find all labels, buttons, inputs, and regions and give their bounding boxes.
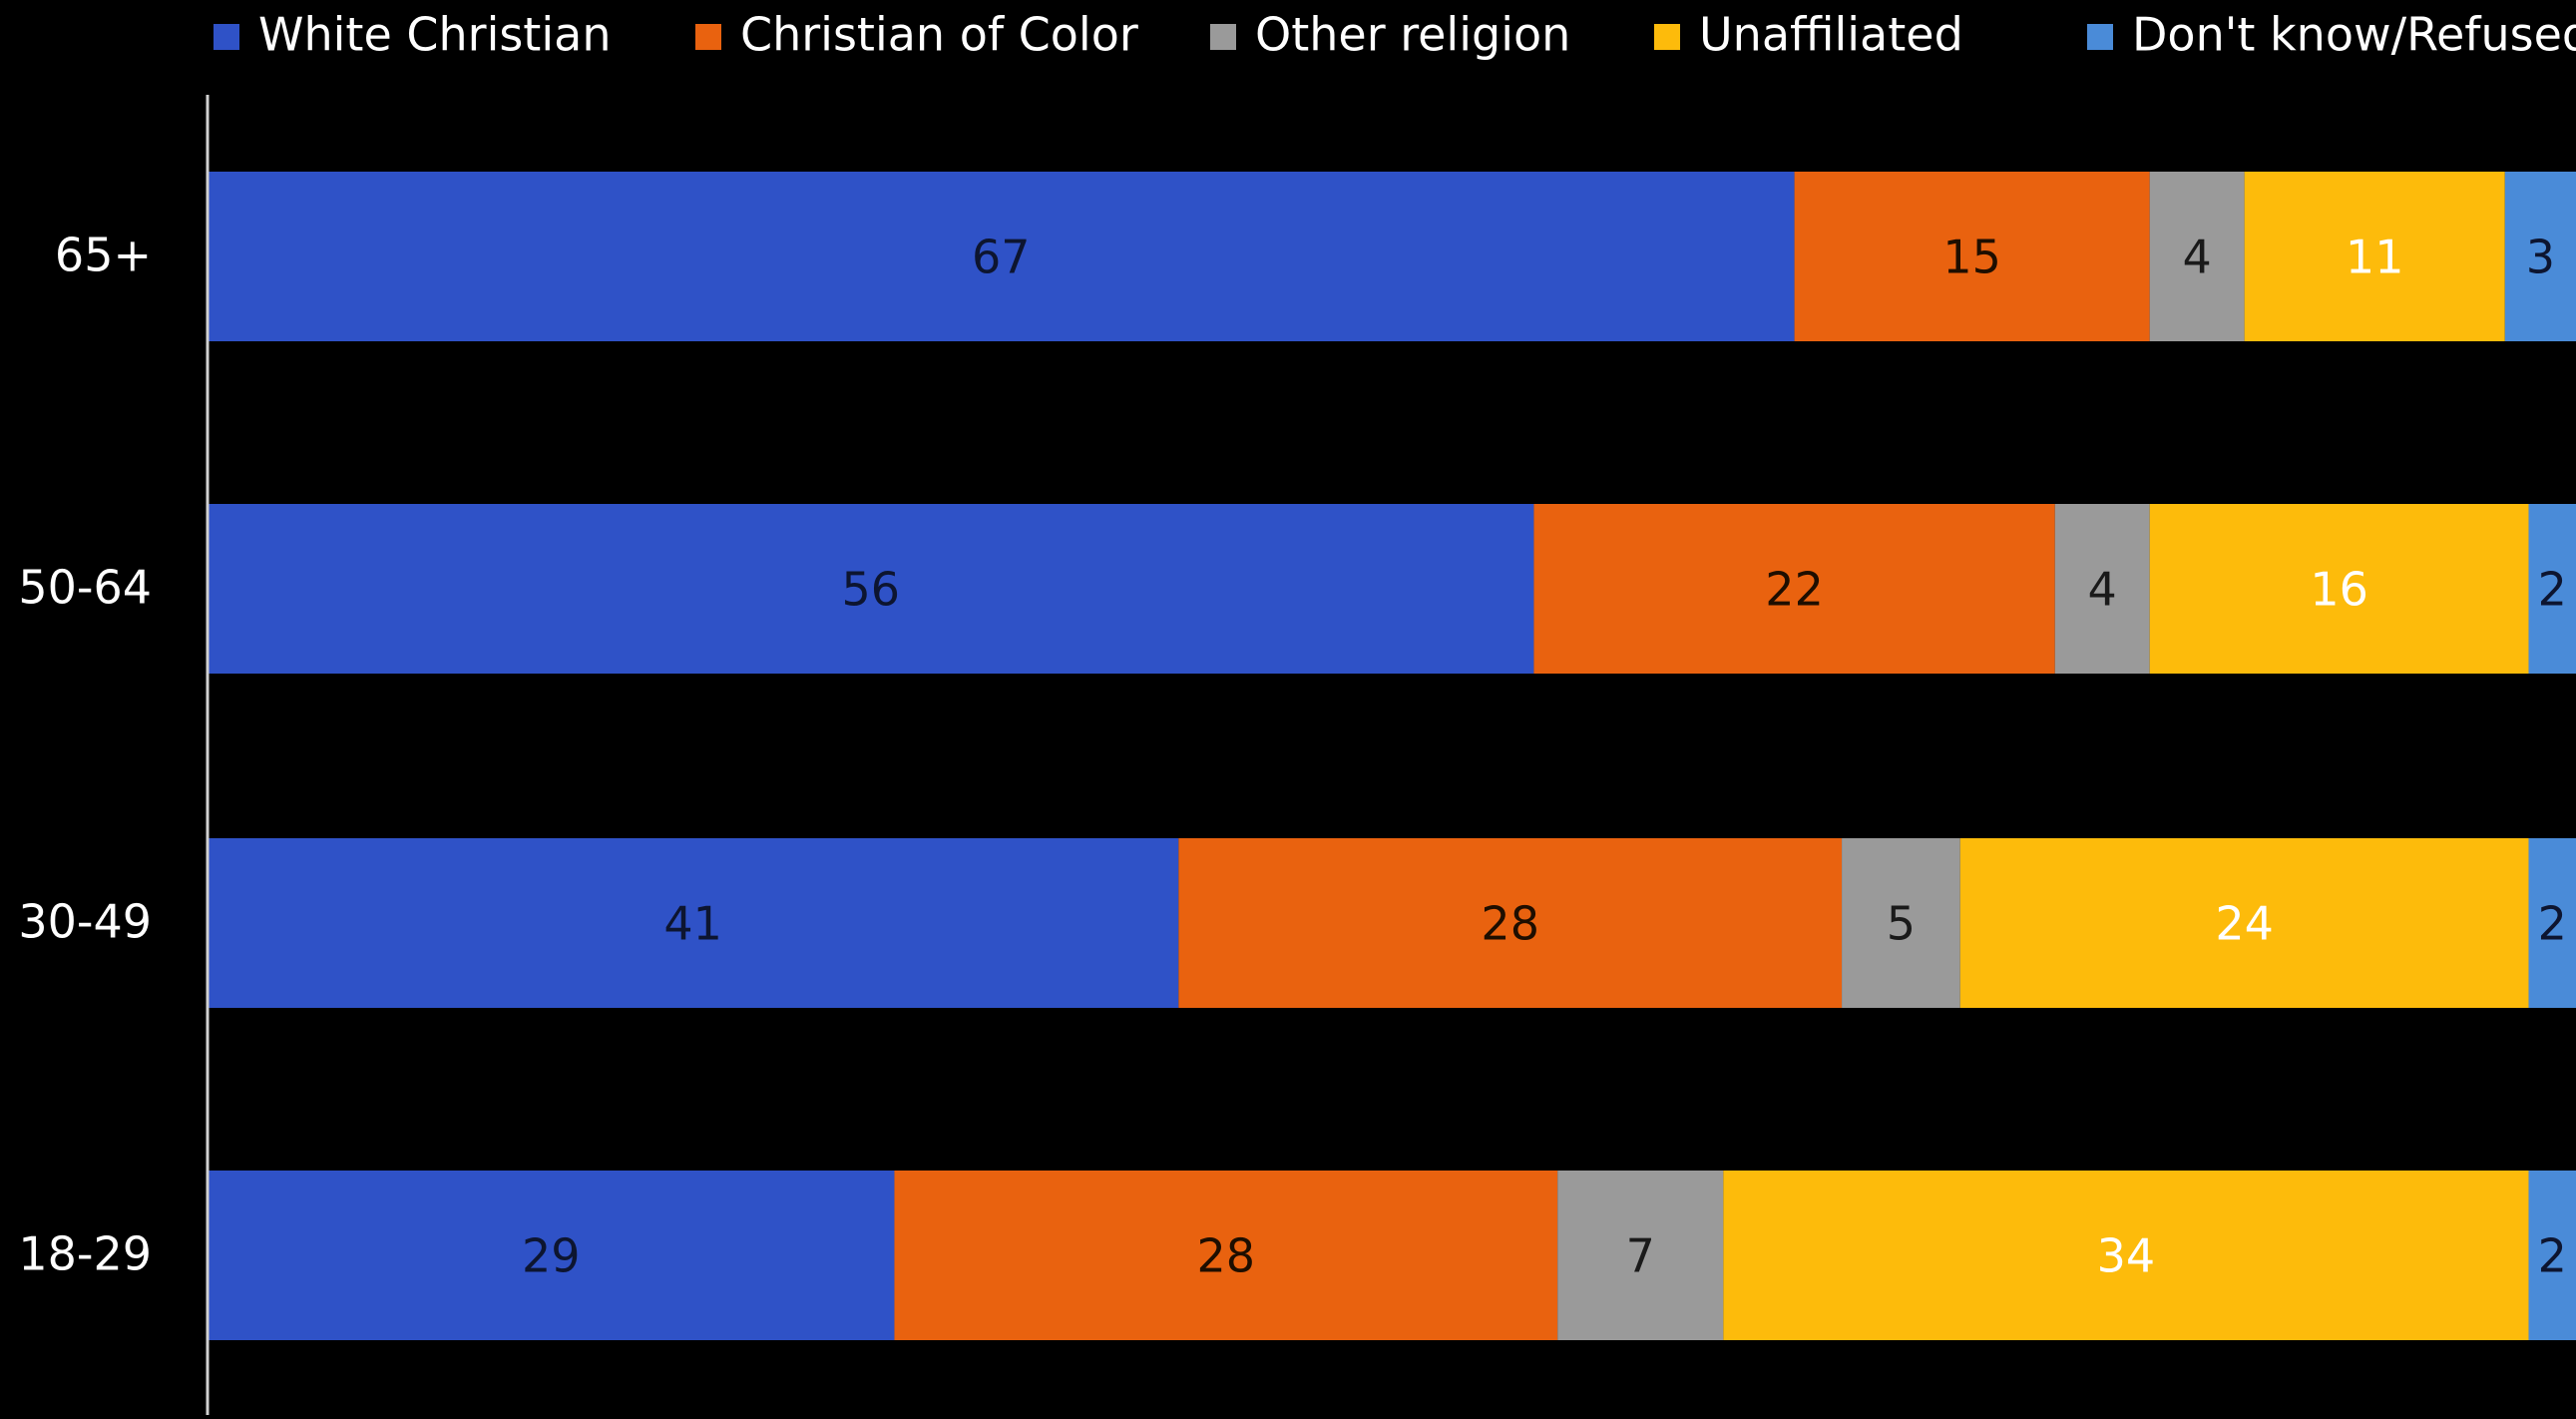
bar-segment-christian-of-color	[894, 1171, 1558, 1340]
bar-row-18-29: 29 28 7 34 2	[208, 1171, 2576, 1340]
data-label: 2	[2538, 563, 2567, 617]
bar-segment-white-christian	[208, 504, 1534, 674]
bar-segment-don-t-know-refused	[2528, 504, 2576, 674]
data-label: 41	[663, 897, 722, 951]
plot-area: 67 15 4 11 3 56 22 4 16 2 41 28 5 24 2 29 28 7 34 2	[208, 172, 2576, 1340]
legend-swatch-don-t-know-refused	[2087, 24, 2113, 50]
bar-segment-white-christian	[208, 1171, 895, 1340]
legend-label-unaffiliated: Unaffiliated	[1699, 8, 1963, 62]
legend-swatch-white-christian	[214, 24, 239, 50]
data-label: 56	[841, 563, 900, 617]
bar-segment-unaffiliated	[1959, 838, 2529, 1008]
y-axis: 65+ 50-64 30-49 18-29	[18, 95, 210, 1415]
bar-segment-other-religion	[2149, 172, 2245, 341]
legend-swatch-christian-of-color	[695, 24, 721, 50]
legend-item-unaffiliated: Unaffiliated	[1654, 8, 1963, 62]
bar-segment-unaffiliated	[2244, 172, 2505, 341]
data-label: 3	[2526, 231, 2555, 284]
bar-segment-other-religion	[2054, 504, 2150, 674]
data-label: 29	[522, 1229, 581, 1283]
legend-label-white-christian: White Christian	[258, 8, 611, 62]
data-label: 15	[1942, 231, 2001, 284]
legend-swatch-unaffiliated	[1654, 24, 1680, 50]
bar-segment-unaffiliated	[1723, 1171, 2529, 1340]
legend-label-christian-of-color: Christian of Color	[740, 8, 1138, 62]
y-tick-label: 50-64	[18, 561, 152, 615]
data-label: 7	[1626, 1229, 1655, 1283]
data-label: 2	[2538, 897, 2567, 951]
data-label: 2	[2538, 1229, 2567, 1283]
legend-item-don-t-know-refused: Don't know/Refused	[2087, 8, 2576, 62]
bar-segment-don-t-know-refused	[2528, 1171, 2576, 1340]
bar-row-30-49: 41 28 5 24 2	[208, 838, 2576, 1008]
bar-segment-don-t-know-refused	[2528, 838, 2576, 1008]
legend-swatch-other-religion	[1210, 24, 1236, 50]
y-tick-label: 30-49	[18, 895, 152, 949]
data-label: 67	[972, 231, 1031, 284]
data-label: 5	[1887, 897, 1916, 951]
bar-segment-don-t-know-refused	[2504, 172, 2576, 341]
legend-item-christian-of-color: Christian of Color	[695, 8, 1138, 62]
data-label: 24	[2215, 897, 2274, 951]
bar-segment-unaffiliated	[2149, 504, 2529, 674]
legend-label-don-t-know-refused: Don't know/Refused	[2132, 8, 2576, 62]
data-label: 28	[1197, 1229, 1256, 1283]
bar-segment-white-christian	[208, 838, 1179, 1008]
legend-item-other-religion: Other religion	[1210, 8, 1570, 62]
legend: White Christian Christian of Color Other r…	[214, 8, 2576, 62]
bar-segment-christian-of-color	[1794, 172, 2150, 341]
y-tick-label: 65+	[55, 229, 152, 282]
data-label: 4	[2183, 231, 2212, 284]
data-label: 34	[2097, 1229, 2156, 1283]
data-label: 22	[1765, 563, 1824, 617]
bar-segment-other-religion	[1557, 1171, 1724, 1340]
bar-segment-other-religion	[1842, 838, 1960, 1008]
bar-segment-christian-of-color	[1533, 504, 2055, 674]
bar-segment-christian-of-color	[1178, 838, 1843, 1008]
data-label: 28	[1481, 897, 1539, 951]
bar-row-65: 67 15 4 11 3	[208, 172, 2576, 341]
data-label: 4	[2088, 563, 2117, 617]
legend-label-other-religion: Other religion	[1255, 8, 1570, 62]
data-label: 11	[2346, 231, 2404, 284]
data-label: 16	[2310, 563, 2368, 617]
bar-segment-white-christian	[208, 172, 1795, 341]
bar-row-50-64: 56 22 4 16 2	[208, 504, 2576, 674]
legend-item-white-christian: White Christian	[214, 8, 611, 62]
y-tick-label: 18-29	[18, 1227, 152, 1281]
